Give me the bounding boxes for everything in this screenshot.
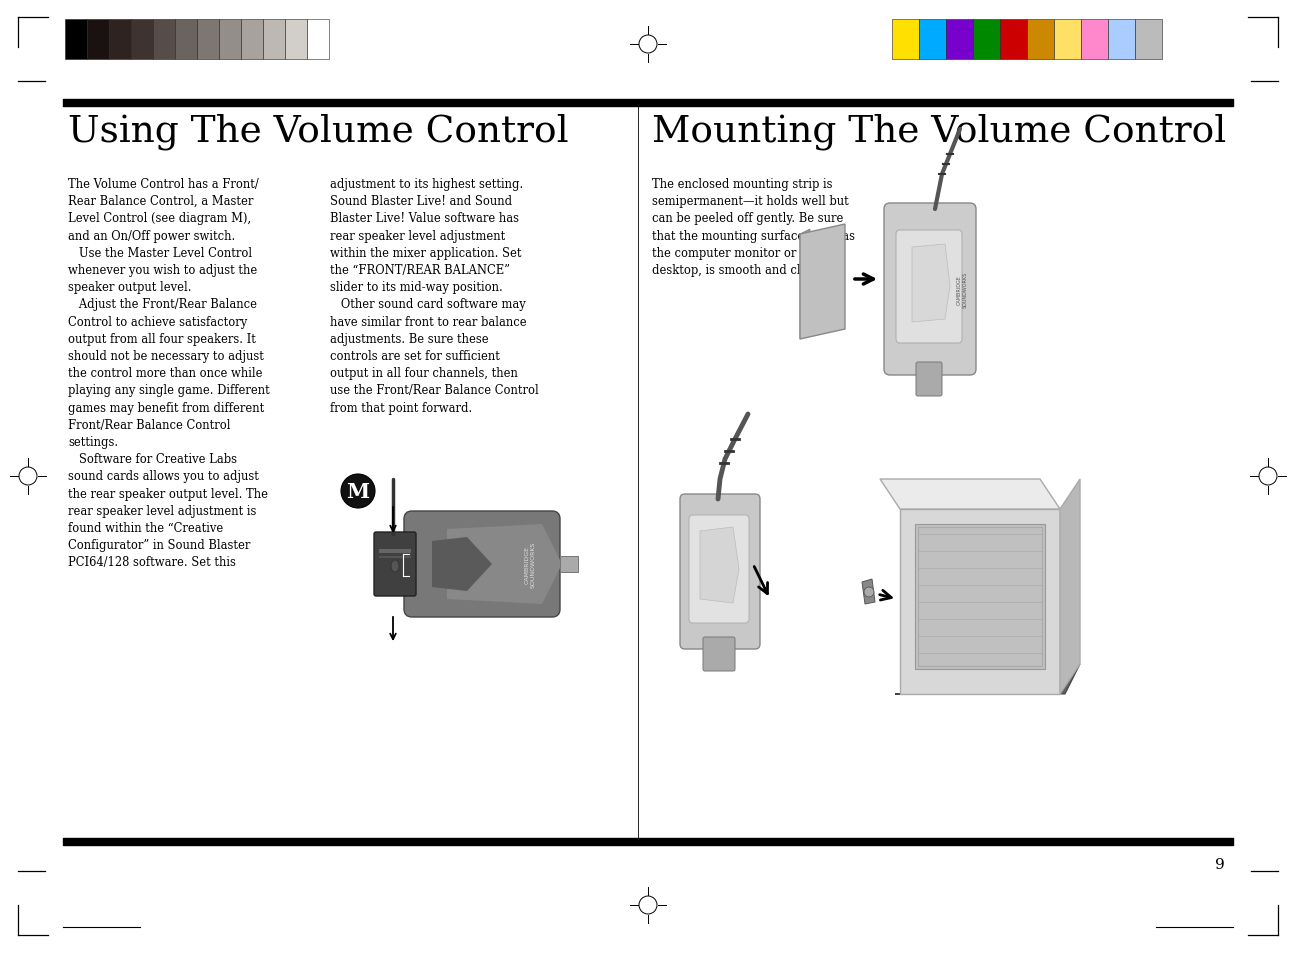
- Text: adjustment to its highest setting.
Sound Blaster Live! and Sound
Blaster Live! V: adjustment to its highest setting. Sound…: [330, 178, 539, 415]
- FancyBboxPatch shape: [689, 516, 749, 623]
- Text: M: M: [346, 481, 369, 501]
- Text: The enclosed mounting strip is
semipermanent—it holds well but
can be peeled off: The enclosed mounting strip is semiperma…: [652, 178, 855, 276]
- FancyBboxPatch shape: [896, 231, 962, 344]
- Text: Mounting The Volume Control: Mounting The Volume Control: [652, 112, 1226, 150]
- Polygon shape: [447, 524, 562, 604]
- FancyBboxPatch shape: [375, 533, 416, 597]
- Bar: [1054, 20, 1081, 60]
- Bar: [378, 550, 411, 554]
- Text: 9: 9: [1216, 857, 1225, 871]
- FancyBboxPatch shape: [702, 638, 735, 671]
- Bar: [973, 20, 1001, 60]
- Bar: [241, 20, 263, 60]
- Bar: [307, 20, 329, 60]
- Polygon shape: [899, 510, 1060, 695]
- Polygon shape: [700, 527, 739, 603]
- Bar: [918, 527, 1042, 666]
- Bar: [1081, 20, 1108, 60]
- Bar: [1135, 20, 1163, 60]
- Bar: [915, 524, 1045, 669]
- Bar: [65, 20, 87, 60]
- Bar: [197, 20, 219, 60]
- Bar: [919, 20, 946, 60]
- Polygon shape: [862, 579, 875, 604]
- Polygon shape: [800, 230, 810, 339]
- Polygon shape: [880, 479, 1060, 510]
- Bar: [131, 20, 153, 60]
- Bar: [560, 557, 578, 573]
- Bar: [1026, 20, 1054, 60]
- Text: The Volume Control has a Front/
Rear Balance Control, a Master
Level Control (se: The Volume Control has a Front/ Rear Bal…: [67, 178, 270, 569]
- Bar: [892, 20, 919, 60]
- Bar: [219, 20, 241, 60]
- Circle shape: [341, 475, 375, 509]
- FancyBboxPatch shape: [680, 495, 759, 649]
- Bar: [946, 20, 973, 60]
- Bar: [1001, 20, 1026, 60]
- Bar: [285, 20, 307, 60]
- Polygon shape: [1060, 479, 1080, 695]
- Polygon shape: [912, 245, 950, 323]
- Text: Using The Volume Control: Using The Volume Control: [67, 112, 569, 150]
- Polygon shape: [432, 537, 492, 592]
- FancyBboxPatch shape: [404, 512, 560, 618]
- Bar: [378, 557, 411, 558]
- Ellipse shape: [391, 560, 399, 573]
- Bar: [153, 20, 175, 60]
- Polygon shape: [800, 225, 845, 339]
- Bar: [263, 20, 285, 60]
- Bar: [1108, 20, 1135, 60]
- Text: CAMBRIDGE
SOUNDWORKS: CAMBRIDGE SOUNDWORKS: [956, 272, 967, 308]
- Bar: [87, 20, 109, 60]
- Bar: [175, 20, 197, 60]
- Polygon shape: [896, 664, 1080, 695]
- Circle shape: [864, 587, 874, 598]
- Text: CAMBRIDGE
SOUNDWORKS: CAMBRIDGE SOUNDWORKS: [525, 541, 535, 588]
- Bar: [109, 20, 131, 60]
- FancyBboxPatch shape: [884, 204, 976, 375]
- FancyBboxPatch shape: [916, 363, 942, 396]
